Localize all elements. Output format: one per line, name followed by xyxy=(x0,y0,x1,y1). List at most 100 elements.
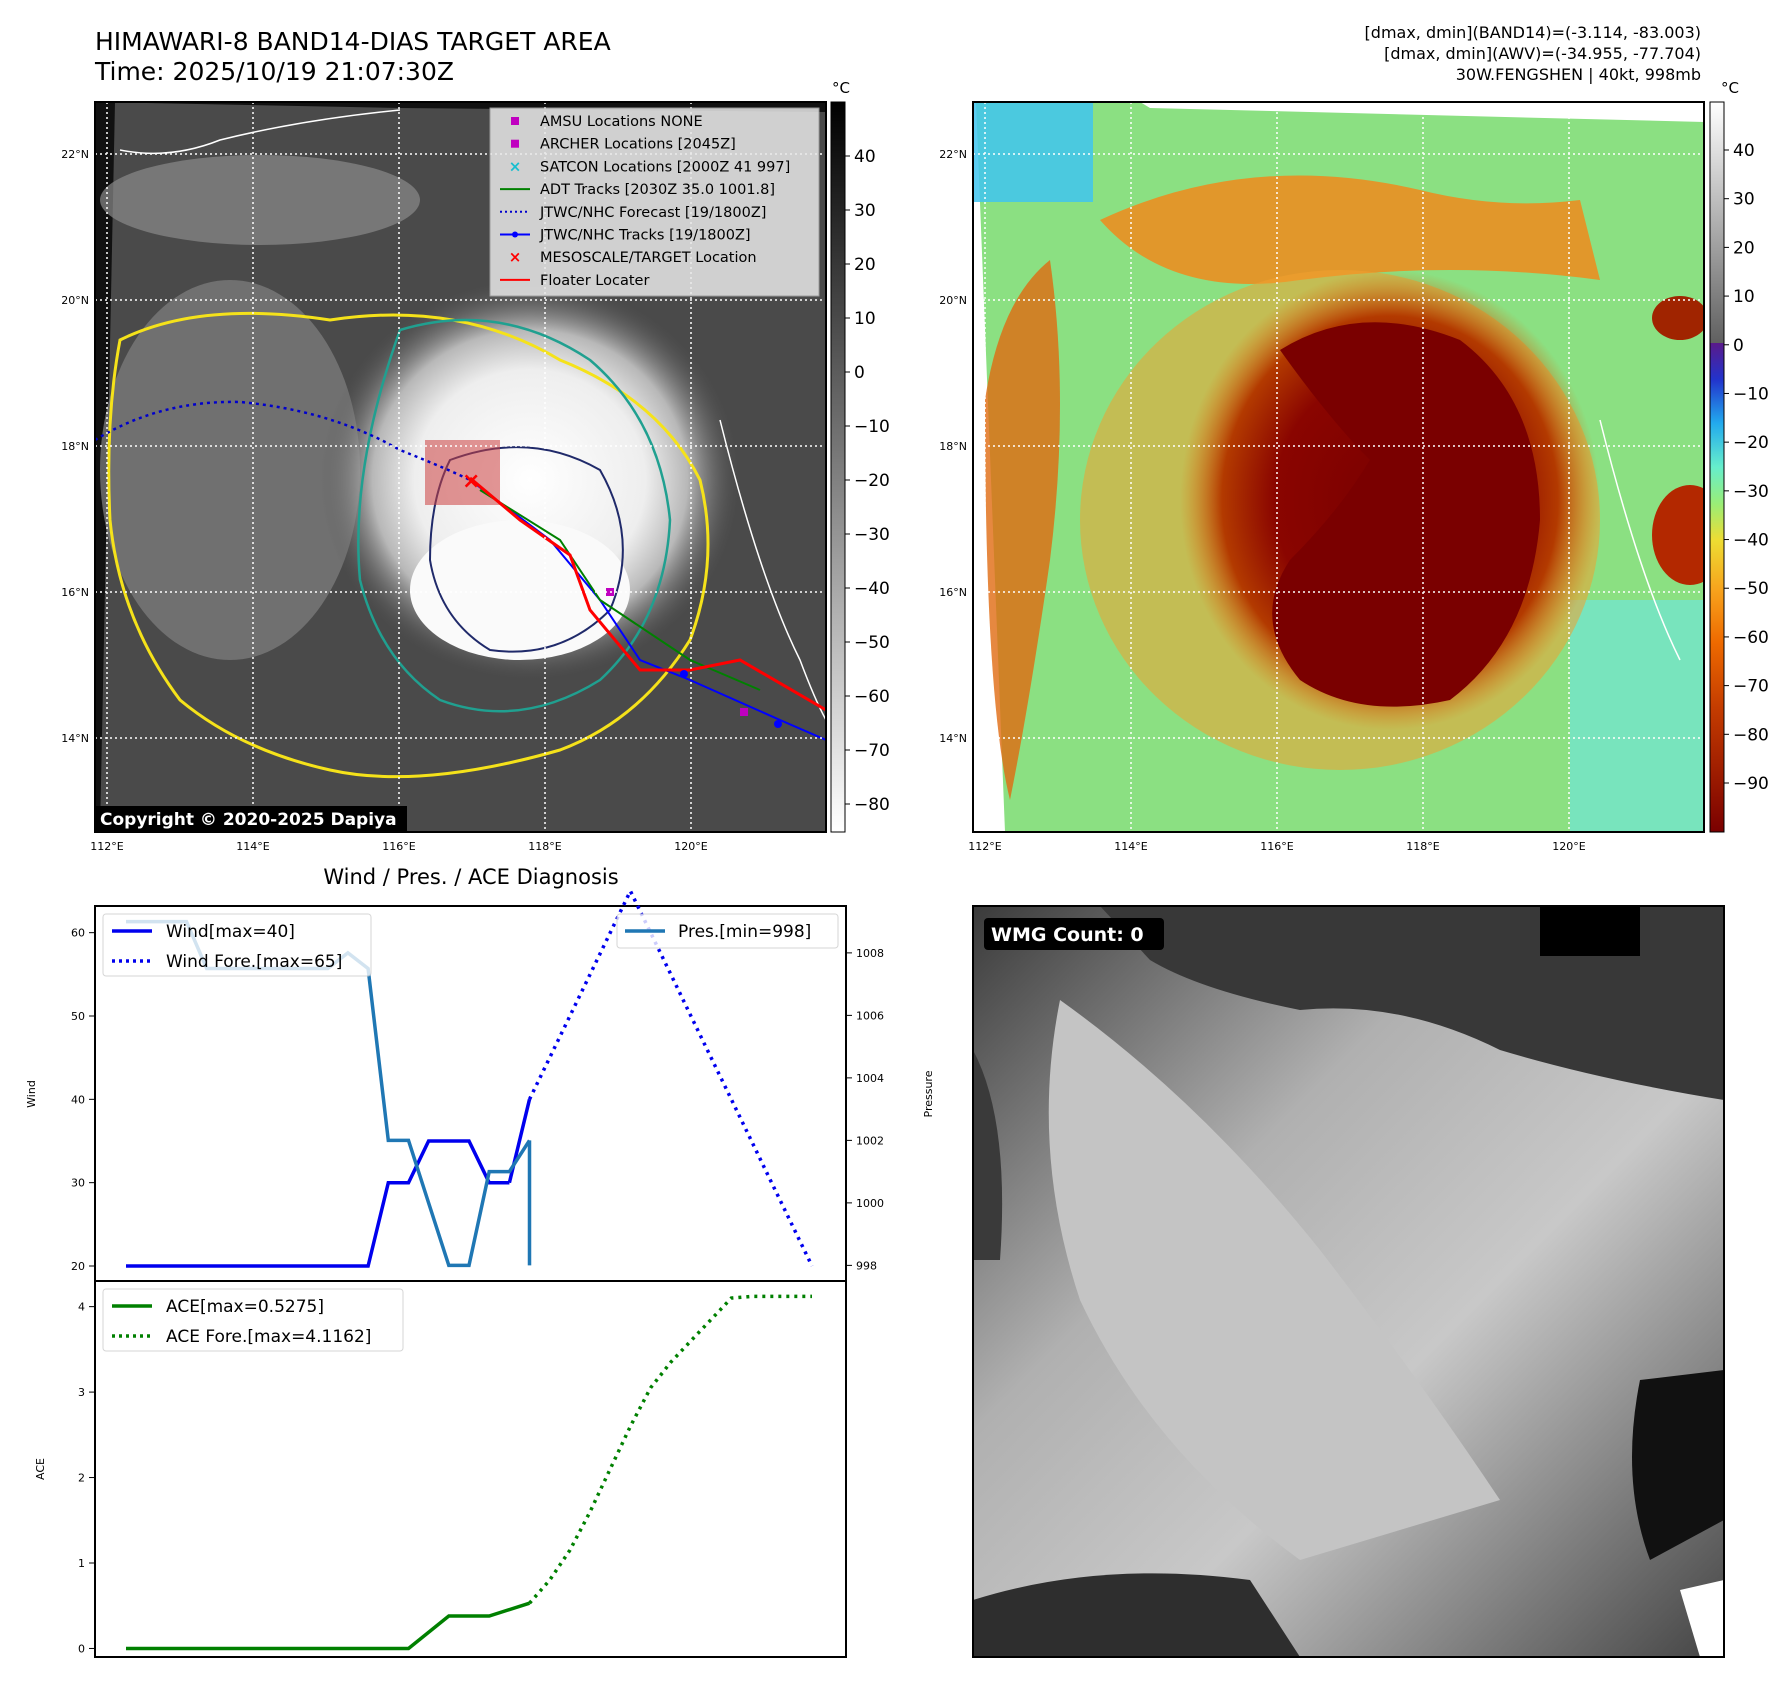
track-point xyxy=(680,670,688,678)
wind-line xyxy=(126,1139,510,1268)
legend-marker xyxy=(511,117,519,125)
ace-series xyxy=(126,1294,812,1651)
coastline-east xyxy=(719,419,826,721)
colorbar-tick-label: 20 xyxy=(1733,238,1755,258)
wind-tick-label: 20 xyxy=(71,1260,85,1273)
lat-tick-label: 20°N xyxy=(939,294,967,307)
legend-marker xyxy=(511,139,519,148)
ir-map-ticks: 112°E 114°E 116°E 118°E 120°E 22°N 20°N 18°N 16°… xyxy=(61,148,708,853)
colorbar-tick-label: 40 xyxy=(1733,141,1755,161)
awv-blue-east xyxy=(1570,600,1704,832)
pressure-legend-label: Pres.[min=998] xyxy=(678,922,811,942)
colorbar-tick-label: 10 xyxy=(854,309,876,329)
legend-marker: × xyxy=(509,157,522,175)
jtwc-forecast-track xyxy=(95,400,471,482)
wmg-count-box xyxy=(984,918,1164,950)
colorbar-tick-label: −30 xyxy=(854,525,890,545)
colorbar-tick-label: −40 xyxy=(854,579,890,599)
ace-tick-label: 1 xyxy=(78,1557,85,1570)
colorbar-tick-label: −30 xyxy=(1733,482,1769,502)
ace-chart: ACE 0 1 2 3 4 ACE[max=0.5275] ACE Fore.[max=… xyxy=(34,1280,847,1658)
ace-legend: ACE[max=0.5275] ACE Fore.[max=4.1162] xyxy=(102,1288,404,1352)
ace-plot-frame xyxy=(94,1280,847,1658)
ir-map-panel: × Copyright © 2020-2025 Dapiya AMSU xyxy=(61,79,890,853)
pressure-tick-label: 1006 xyxy=(856,1009,884,1022)
wmg-dark-band-south xyxy=(973,1573,1300,1657)
awv-orange-band-north xyxy=(1100,175,1600,284)
pressure-tick-label: 1000 xyxy=(856,1197,884,1210)
wmg-black-corner xyxy=(1540,906,1640,956)
wmg-white-corner xyxy=(1680,1580,1724,1657)
colorbar-tick-label: 0 xyxy=(854,363,865,383)
wind-tick-label: 30 xyxy=(71,1177,85,1190)
legend-label: JTWC/NHC Tracks [19/1800Z] xyxy=(539,228,751,244)
awv-map-ticks: 112°E 114°E 116°E 118°E 120°E 22°N 20°N 18°N 16°… xyxy=(939,148,1586,853)
lon-tick-label: 114°E xyxy=(1114,840,1147,853)
wind-legend: Wind[max=40] Wind Fore.[max=65] xyxy=(102,913,372,977)
lon-tick-label: 118°E xyxy=(1406,840,1439,853)
pressure-ticks: 998 1000 1002 1004 1006 1008 xyxy=(846,947,884,1272)
ir-colorbar-unit: °C xyxy=(832,79,850,97)
lat-tick-label: 16°N xyxy=(61,586,89,599)
lon-tick-label: 112°E xyxy=(90,840,123,853)
archer-marker xyxy=(740,708,748,716)
awv-map-gridlines xyxy=(973,102,1704,832)
ace-forecast-line xyxy=(528,1294,812,1605)
legend-label: ADT Tracks [2030Z 35.0 1001.8] xyxy=(540,182,775,198)
colorbar-tick-label: −50 xyxy=(854,633,890,653)
yellow-contour xyxy=(107,311,710,779)
wmg-dark-region-west xyxy=(973,1050,1003,1260)
awv-colorbar-ticks: 40 30 20 10 0 −10 −20 −30 −40 −50 −60 −70 −80 −90 xyxy=(1724,141,1769,794)
lon-tick-label: 118°E xyxy=(528,840,561,853)
pressure-legend-box xyxy=(616,913,839,949)
colorbar-tick-label: −40 xyxy=(1733,531,1769,551)
lat-tick-label: 16°N xyxy=(939,586,967,599)
wind-pressure-chart: Wind / Pres. / ACE Diagnosis Wind Pressu… xyxy=(25,865,935,1282)
ir-cloud-core xyxy=(410,520,630,660)
colorbar-tick-label: −70 xyxy=(854,741,890,761)
ace-fore-legend-label: ACE Fore.[max=4.1162] xyxy=(166,1327,371,1347)
coastline-north xyxy=(119,109,401,155)
colorbar-tick-label: −20 xyxy=(854,471,890,491)
wmg-dark-patch-east xyxy=(1632,1370,1724,1560)
colorbar-tick-label: 0 xyxy=(1733,336,1744,356)
lon-tick-label: 120°E xyxy=(674,840,707,853)
info-line-1: [dmax, dmin](BAND14)=(-3.114, -83.003) xyxy=(1365,23,1701,42)
legend-label: JTWC/NHC Forecast [19/1800Z] xyxy=(539,205,766,221)
wind-legend-box xyxy=(102,913,372,977)
ir-map-legend: AMSU Locations NONE ARCHER Locations [204… xyxy=(489,107,820,297)
colorbar-tick-label: −70 xyxy=(1733,677,1769,697)
colorbar-tick-label: −60 xyxy=(854,687,890,707)
wind-tick-label: 50 xyxy=(71,1010,85,1023)
awv-colorbar-unit: °C xyxy=(1721,79,1739,97)
colorbar-tick-label: −20 xyxy=(1733,433,1769,453)
awv-cell-ne xyxy=(1652,296,1704,340)
legend-label: ARCHER Locations [2045Z] xyxy=(540,137,736,153)
colorbar-tick-label: 20 xyxy=(854,255,876,275)
ace-ticks: 0 1 2 3 4 xyxy=(78,1301,95,1655)
diagnosis-title: Wind / Pres. / ACE Diagnosis xyxy=(323,865,618,889)
wind-ticks: 20 30 40 50 60 xyxy=(71,927,95,1273)
pressure-tick-label: 1008 xyxy=(856,947,884,960)
pressure-tick-label: 1002 xyxy=(856,1134,884,1147)
lon-tick-label: 114°E xyxy=(236,840,269,853)
figure-time: Time: 2025/10/19 21:07:30Z xyxy=(94,57,454,86)
awv-map-panel: 112°E 114°E 116°E 118°E 120°E 22°N 20°N 18°N 16°… xyxy=(939,79,1769,853)
awv-storm-core xyxy=(1272,322,1540,707)
adt-track xyxy=(479,489,761,691)
legend-marker-dot xyxy=(512,231,518,238)
lon-tick-label: 112°E xyxy=(968,840,1001,853)
legend-marker: × xyxy=(509,248,522,266)
ace-tick-label: 2 xyxy=(78,1472,85,1485)
wind-fore-legend-label: Wind Fore.[max=65] xyxy=(166,952,342,972)
wind-axis-label: Wind xyxy=(25,1080,38,1108)
pressure-axis-label: Pressure xyxy=(922,1070,935,1117)
ace-tick-label: 0 xyxy=(78,1642,85,1655)
ir-map-frame xyxy=(94,101,827,833)
colorbar-tick-label: −10 xyxy=(1733,384,1769,404)
ace-legend-label: ACE[max=0.5275] xyxy=(166,1297,324,1317)
info-line-2: [dmax, dmin](AWV)=(-34.955, -77.704) xyxy=(1384,44,1701,63)
copyright-text: Copyright © 2020-2025 Dapiya xyxy=(100,810,397,830)
colorbar-tick-label: −60 xyxy=(1733,628,1769,648)
colorbar-tick-label: −80 xyxy=(854,795,890,815)
